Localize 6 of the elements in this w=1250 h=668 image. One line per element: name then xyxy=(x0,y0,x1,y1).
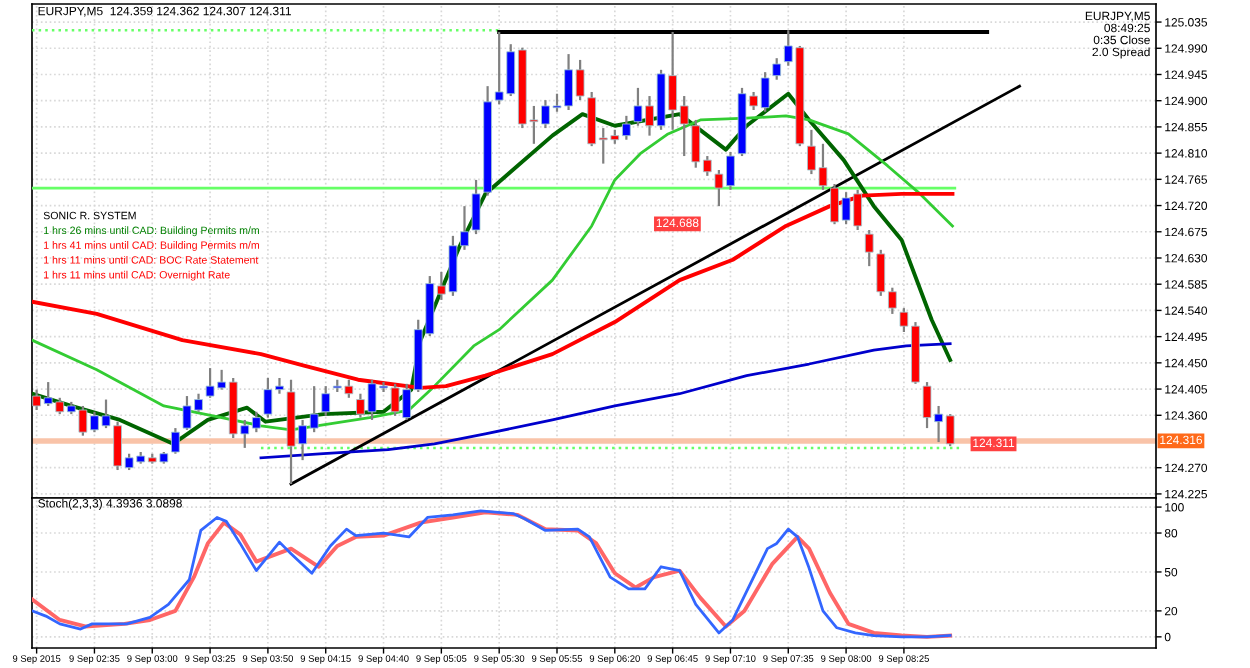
candlestick xyxy=(772,57,782,81)
candlestick xyxy=(864,228,874,268)
candlestick xyxy=(471,178,481,236)
candlestick xyxy=(171,426,180,455)
candlestick xyxy=(321,385,331,417)
line-series xyxy=(259,342,952,460)
